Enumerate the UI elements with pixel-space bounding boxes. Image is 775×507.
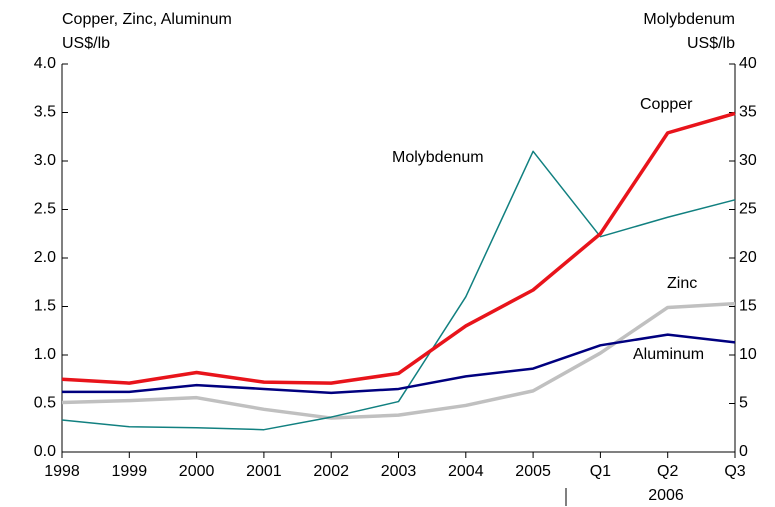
y2-tick-label: 0 (739, 443, 748, 460)
series-line (61, 150, 736, 431)
y2-tick-label: 20 (739, 249, 757, 266)
series-label: Molybdenum (392, 149, 484, 166)
y2-tick-label: 5 (739, 395, 748, 412)
y-tick-label: 3.0 (34, 152, 56, 169)
y2-tick-label: 30 (739, 152, 757, 169)
y2-tick-label: 40 (739, 55, 757, 72)
group-label: 2006 (648, 487, 684, 504)
y-tick-label: 4.0 (34, 55, 56, 72)
x-tick-label: 1998 (44, 463, 80, 480)
y2-axis-title: Molybdenum (643, 11, 735, 28)
y-tick-label: 0.5 (34, 395, 56, 412)
y-axis-unit: US$/lb (62, 35, 110, 52)
series-line (61, 111, 736, 385)
y-tick-label: 1.5 (34, 298, 56, 315)
y-tick-label: 1.0 (34, 346, 56, 363)
x-tick-label: 2003 (381, 463, 417, 480)
x-tick-label: 1999 (112, 463, 148, 480)
series-line (61, 301, 736, 420)
x-tick-label: 2001 (246, 463, 282, 480)
x-tick-label: 2005 (515, 463, 551, 480)
y2-axis-unit: US$/lb (687, 35, 735, 52)
x-tick-label: 2002 (313, 463, 349, 480)
y2-tick-label: 25 (739, 201, 757, 218)
y-tick-label: 3.5 (34, 104, 56, 121)
x-tick-label: Q3 (724, 463, 745, 480)
y2-tick-label: 15 (739, 298, 757, 315)
series-label: Copper (640, 96, 693, 113)
y-tick-label: 2.0 (34, 249, 56, 266)
y2-tick-label: 10 (739, 346, 757, 363)
y-axis-title: Copper, Zinc, Aluminum (62, 11, 232, 28)
series-label: Aluminum (633, 346, 704, 363)
series-label: Zinc (667, 275, 697, 292)
x-tick-label: 2004 (448, 463, 484, 480)
y-tick-label: 2.5 (34, 201, 56, 218)
series-line (62, 333, 736, 395)
x-tick-label: Q1 (590, 463, 611, 480)
y2-tick-label: 35 (739, 104, 757, 121)
y-tick-label: 0.0 (34, 443, 56, 460)
x-tick-label: 2000 (179, 463, 215, 480)
x-tick-label: Q2 (657, 463, 678, 480)
